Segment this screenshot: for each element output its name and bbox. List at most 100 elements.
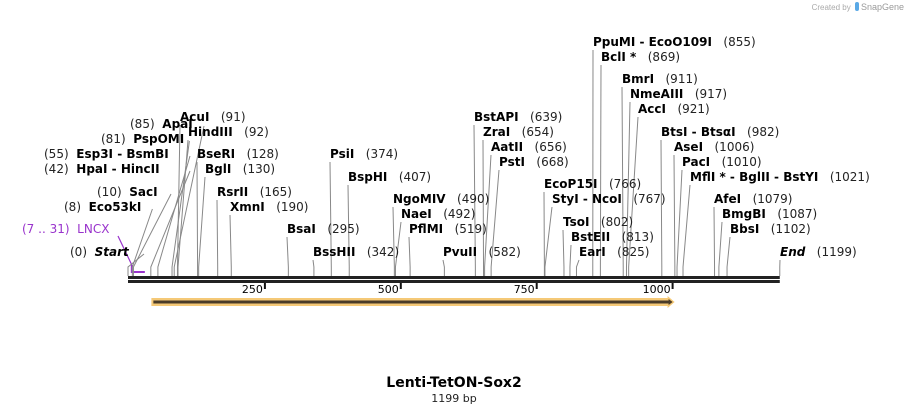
site-leader-line	[173, 125, 205, 276]
site-label[interactable]: AfeI (1079)	[714, 192, 792, 206]
site-label[interactable]: NgoMIV (490)	[393, 192, 489, 206]
site-label[interactable]: (8) Eco53kI	[64, 200, 141, 214]
site-label[interactable]: PpuMI - EcoO109I (855)	[593, 35, 756, 49]
site-label[interactable]: AccI (921)	[638, 102, 710, 116]
site-leader-line	[575, 259, 580, 276]
site-label[interactable]: EarI (825)	[579, 245, 649, 259]
cut-position: (1102)	[770, 222, 811, 236]
enzyme-name: End	[780, 245, 806, 259]
enzyme-name: Eco53kI	[88, 200, 142, 214]
site-leader-line	[198, 176, 206, 276]
feature-range: (7 .. 31)	[22, 222, 70, 236]
site-leader-line	[628, 116, 639, 276]
cut-position: (1006)	[714, 140, 755, 154]
lncx-feature-mark	[130, 265, 145, 273]
cut-position: (91)	[220, 110, 246, 124]
site-leader-line	[726, 236, 731, 276]
site-label[interactable]: BglI (130)	[205, 162, 275, 176]
site-label[interactable]: (55) Esp3I - BsmBI	[44, 147, 169, 161]
enzyme-name: BbsI	[730, 222, 760, 236]
cut-position: (1199)	[816, 245, 857, 259]
cut-position: (295)	[327, 222, 360, 236]
site-label[interactable]: BseRI (128)	[197, 147, 279, 161]
site-leader-line	[490, 169, 500, 276]
site-label[interactable]: BmrI (911)	[622, 72, 698, 86]
cut-position: (10)	[97, 185, 122, 199]
enzyme-name: NgoMIV	[393, 192, 446, 206]
site-label[interactable]: PacI (1010)	[682, 155, 762, 169]
site-leader-line	[171, 140, 190, 276]
site-leader-line	[392, 206, 395, 276]
site-label[interactable]: NmeAIII (917)	[630, 87, 727, 101]
enzyme-name: BmgBI	[722, 207, 766, 221]
cut-position: (668)	[536, 155, 569, 169]
sequence-title: Lenti-TetON-Sox2	[386, 375, 522, 391]
site-leader-line	[347, 184, 350, 276]
site-label[interactable]: (81) PspOMI	[101, 132, 184, 146]
site-label[interactable]: BtsI - BtsαI (982)	[661, 125, 779, 139]
site-label[interactable]: End (1199)	[780, 245, 857, 259]
site-label[interactable]: AcuI (91)	[180, 110, 246, 124]
site-label[interactable]: NaeI (492)	[401, 207, 475, 221]
site-label[interactable]: PsiI (374)	[330, 147, 398, 161]
enzyme-name: AccI	[638, 102, 666, 116]
site-leader-line	[132, 193, 172, 276]
site-label[interactable]: RsrII (165)	[217, 185, 292, 199]
site-label[interactable]: XmnI (190)	[230, 200, 309, 214]
cut-position: (1079)	[752, 192, 793, 206]
site-leader-line	[473, 124, 476, 276]
site-label[interactable]: BmgBI (1087)	[722, 207, 817, 221]
cut-position: (490)	[457, 192, 490, 206]
site-leader-line	[660, 139, 663, 276]
site-label[interactable]: PstI (668)	[499, 155, 569, 169]
site-leader-line	[176, 124, 181, 276]
enzyme-name: BssHII	[313, 245, 356, 259]
site-label[interactable]: BbsI (1102)	[730, 222, 811, 236]
site-leader-line	[682, 184, 691, 276]
enzyme-name: EarI	[579, 245, 606, 259]
site-label[interactable]: AatII (656)	[491, 140, 567, 154]
cut-position: (374)	[365, 147, 399, 161]
site-label[interactable]: AseI (1006)	[674, 140, 754, 154]
enzyme-name: BspHI	[348, 170, 388, 184]
site-label[interactable]: BstAPI (639)	[474, 110, 562, 124]
cut-position: (8)	[64, 200, 81, 214]
site-label[interactable]: HindIII (92)	[188, 125, 269, 139]
enzyme-name: BclI *	[601, 50, 637, 64]
site-label[interactable]: (85) ApaI	[130, 117, 193, 131]
enzyme-name: PflMI	[409, 222, 444, 236]
site-label[interactable]: EcoP15I (766)	[544, 177, 641, 191]
site-leader-line	[196, 161, 199, 276]
site-label[interactable]: ZraI (654)	[483, 125, 554, 139]
site-leader-line	[408, 236, 411, 276]
site-label[interactable]: (42) HpaI - HincII	[44, 162, 160, 176]
cut-position: (982)	[747, 125, 780, 139]
site-label[interactable]: PvuII (582)	[443, 245, 521, 259]
enzyme-name: PstI	[499, 155, 525, 169]
tick-label: 500	[377, 283, 399, 296]
tick-mark	[535, 283, 538, 289]
cut-position: (825)	[617, 245, 650, 259]
enzyme-name: HpaI - HincII	[76, 162, 160, 176]
site-label[interactable]: TsoI (802)	[563, 215, 633, 229]
site-label[interactable]: BsaI (295)	[287, 222, 360, 236]
enzyme-name: ApaI	[162, 117, 193, 131]
site-label[interactable]: MflI * - BglII - BstYI (1021)	[690, 170, 870, 184]
site-label[interactable]: BspHI (407)	[348, 170, 431, 184]
backbone-top	[128, 276, 780, 279]
tick-mark	[671, 283, 674, 289]
site-leader-line	[673, 154, 676, 276]
enzyme-name: BtsI - BtsαI	[661, 125, 736, 139]
site-label[interactable]: PflMI (519)	[409, 222, 487, 236]
enzyme-name: Start	[94, 245, 129, 259]
site-label[interactable]: (0) Start	[70, 245, 129, 259]
site-leader-line	[229, 214, 232, 276]
site-label[interactable]: BstEII (813)	[571, 230, 654, 244]
site-leader-line	[562, 229, 565, 276]
site-leader-line	[131, 208, 153, 276]
site-label[interactable]: BclI * (869)	[601, 50, 680, 64]
site-label[interactable]: StyI - NcoI (767)	[552, 192, 666, 206]
site-label[interactable]: BssHII (342)	[313, 245, 399, 259]
site-label[interactable]: (10) SacI	[97, 185, 158, 199]
